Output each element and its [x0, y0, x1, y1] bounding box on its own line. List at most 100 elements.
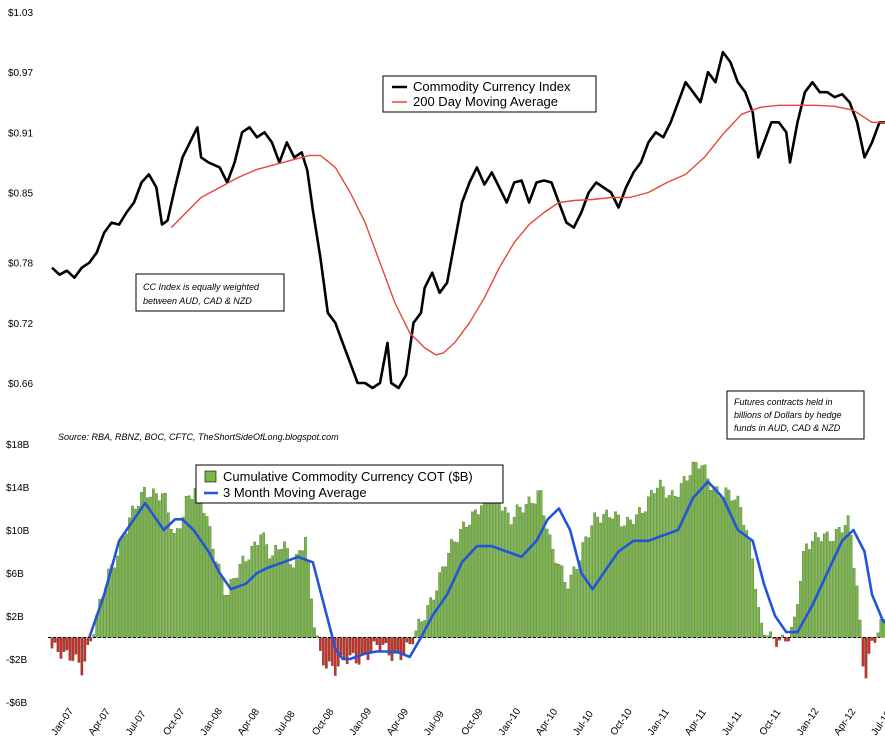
cot-bar [119, 538, 122, 638]
top-y-tick-label: $1.03 [8, 8, 33, 19]
cot-bar [59, 637, 63, 659]
x-tick-label: Jan-12 [795, 706, 822, 738]
cot-bar [811, 541, 814, 638]
cot-bar [489, 498, 492, 638]
cot-bar [575, 568, 579, 638]
top-annotation-box [135, 273, 285, 312]
cot-bar [378, 637, 382, 651]
cot-bar [354, 637, 358, 664]
cot-bar [676, 496, 680, 638]
cot-bar [834, 529, 838, 638]
cot-bar [163, 492, 167, 638]
bottom-legend: Cumulative Commodity Currency COT ($B) 3… [195, 464, 504, 504]
cot-bar [617, 514, 620, 638]
cot-bar [184, 495, 188, 638]
x-tick-label: Oct-10 [609, 706, 635, 737]
cot-bar [289, 564, 292, 638]
bottom-y-tick-label: $14B [6, 483, 30, 494]
cot-bar [653, 493, 656, 638]
cot-bar [417, 618, 421, 638]
cot-bar [77, 637, 81, 663]
cot-bar [775, 637, 778, 647]
x-tick-label: Apr-10 [534, 706, 560, 737]
cot-bar [360, 637, 364, 655]
cot-bar [131, 505, 134, 638]
cot-bar [146, 497, 149, 638]
bottom-y-tick-label: $6B [6, 569, 24, 580]
cot-bar [468, 524, 471, 638]
cot-bar [784, 637, 787, 642]
x-tick-label: Oct-08 [310, 706, 336, 737]
cot-bar [825, 531, 829, 638]
cot-bar [208, 526, 212, 638]
source-note: Source: RBA, RBNZ, BOC, CFTC, TheShortSi… [58, 432, 339, 442]
legend-swatch-cot [204, 470, 217, 483]
cot-bar [310, 598, 313, 638]
x-tick-label: Jan-07 [49, 706, 76, 738]
cot-bar [757, 607, 761, 638]
cot-bar [169, 529, 173, 638]
cot-bar [298, 550, 301, 638]
cot-bar [843, 525, 847, 638]
cot-bar [202, 513, 206, 638]
cot-bar [715, 486, 719, 638]
cot-bar [581, 542, 585, 638]
cot-bar [56, 637, 60, 653]
cot-bar [292, 567, 295, 638]
legend-label-ma3m: 3 Month Moving Average [223, 485, 367, 500]
cot-bar [828, 541, 832, 638]
top-y-tick-label: $0.91 [8, 128, 33, 139]
cot-bar [456, 542, 459, 638]
annotation-line-2: between AUD, CAD & NZD [143, 296, 252, 306]
cot-bar [849, 535, 853, 638]
cot-bar [134, 508, 137, 638]
cot-bar [787, 637, 790, 642]
cot-bar [390, 637, 394, 661]
cot-bar [143, 487, 146, 638]
cot-bar [402, 637, 406, 655]
cot-bar [110, 564, 113, 638]
cot-bar [557, 564, 561, 638]
cot-bar [554, 563, 558, 638]
cot-bar [858, 619, 862, 638]
cot-bar [411, 637, 415, 645]
cot-bar [569, 574, 573, 638]
cot-bar [682, 476, 686, 638]
cot-bar [477, 514, 480, 638]
cot-bar [661, 486, 665, 638]
cot-bars [50, 461, 885, 679]
cot-bar [724, 487, 728, 638]
cot-bar [491, 487, 495, 638]
cot-bar [873, 637, 877, 643]
cot-bar [295, 554, 298, 638]
x-tick-label: Jul-10 [571, 709, 596, 738]
cot-bar [241, 555, 245, 638]
cot-bar [497, 501, 501, 638]
cot-bar [817, 537, 820, 638]
annotation2-line-3: funds in AUD, CAD & NZD [734, 423, 841, 433]
x-tick-label: Jul-12 [869, 709, 885, 738]
cot-bar [503, 507, 507, 638]
cot-bar [444, 566, 447, 638]
top-y-tick-label: $0.78 [8, 259, 33, 270]
cot-bar [614, 511, 617, 638]
cot-bar [539, 490, 543, 638]
cot-bar [259, 534, 263, 638]
cc-index-line [51, 50, 885, 390]
cot-bar [193, 488, 197, 638]
cot-bar [655, 487, 659, 638]
cot-bar [286, 548, 289, 638]
cot-bar [166, 512, 170, 638]
bottom-y-tick-label: -$2B [6, 655, 27, 666]
cot-bar [238, 564, 242, 638]
cot-bar [190, 499, 194, 638]
cot-bar [339, 637, 343, 656]
cot-bar [187, 495, 191, 638]
cot-bar [486, 494, 489, 638]
cot-bar [244, 561, 248, 638]
cot-bar [691, 461, 695, 638]
cot-bar [205, 516, 209, 638]
x-tick-label: Jan-08 [199, 706, 226, 738]
cot-bar [366, 637, 370, 661]
cot-bar [319, 637, 322, 651]
